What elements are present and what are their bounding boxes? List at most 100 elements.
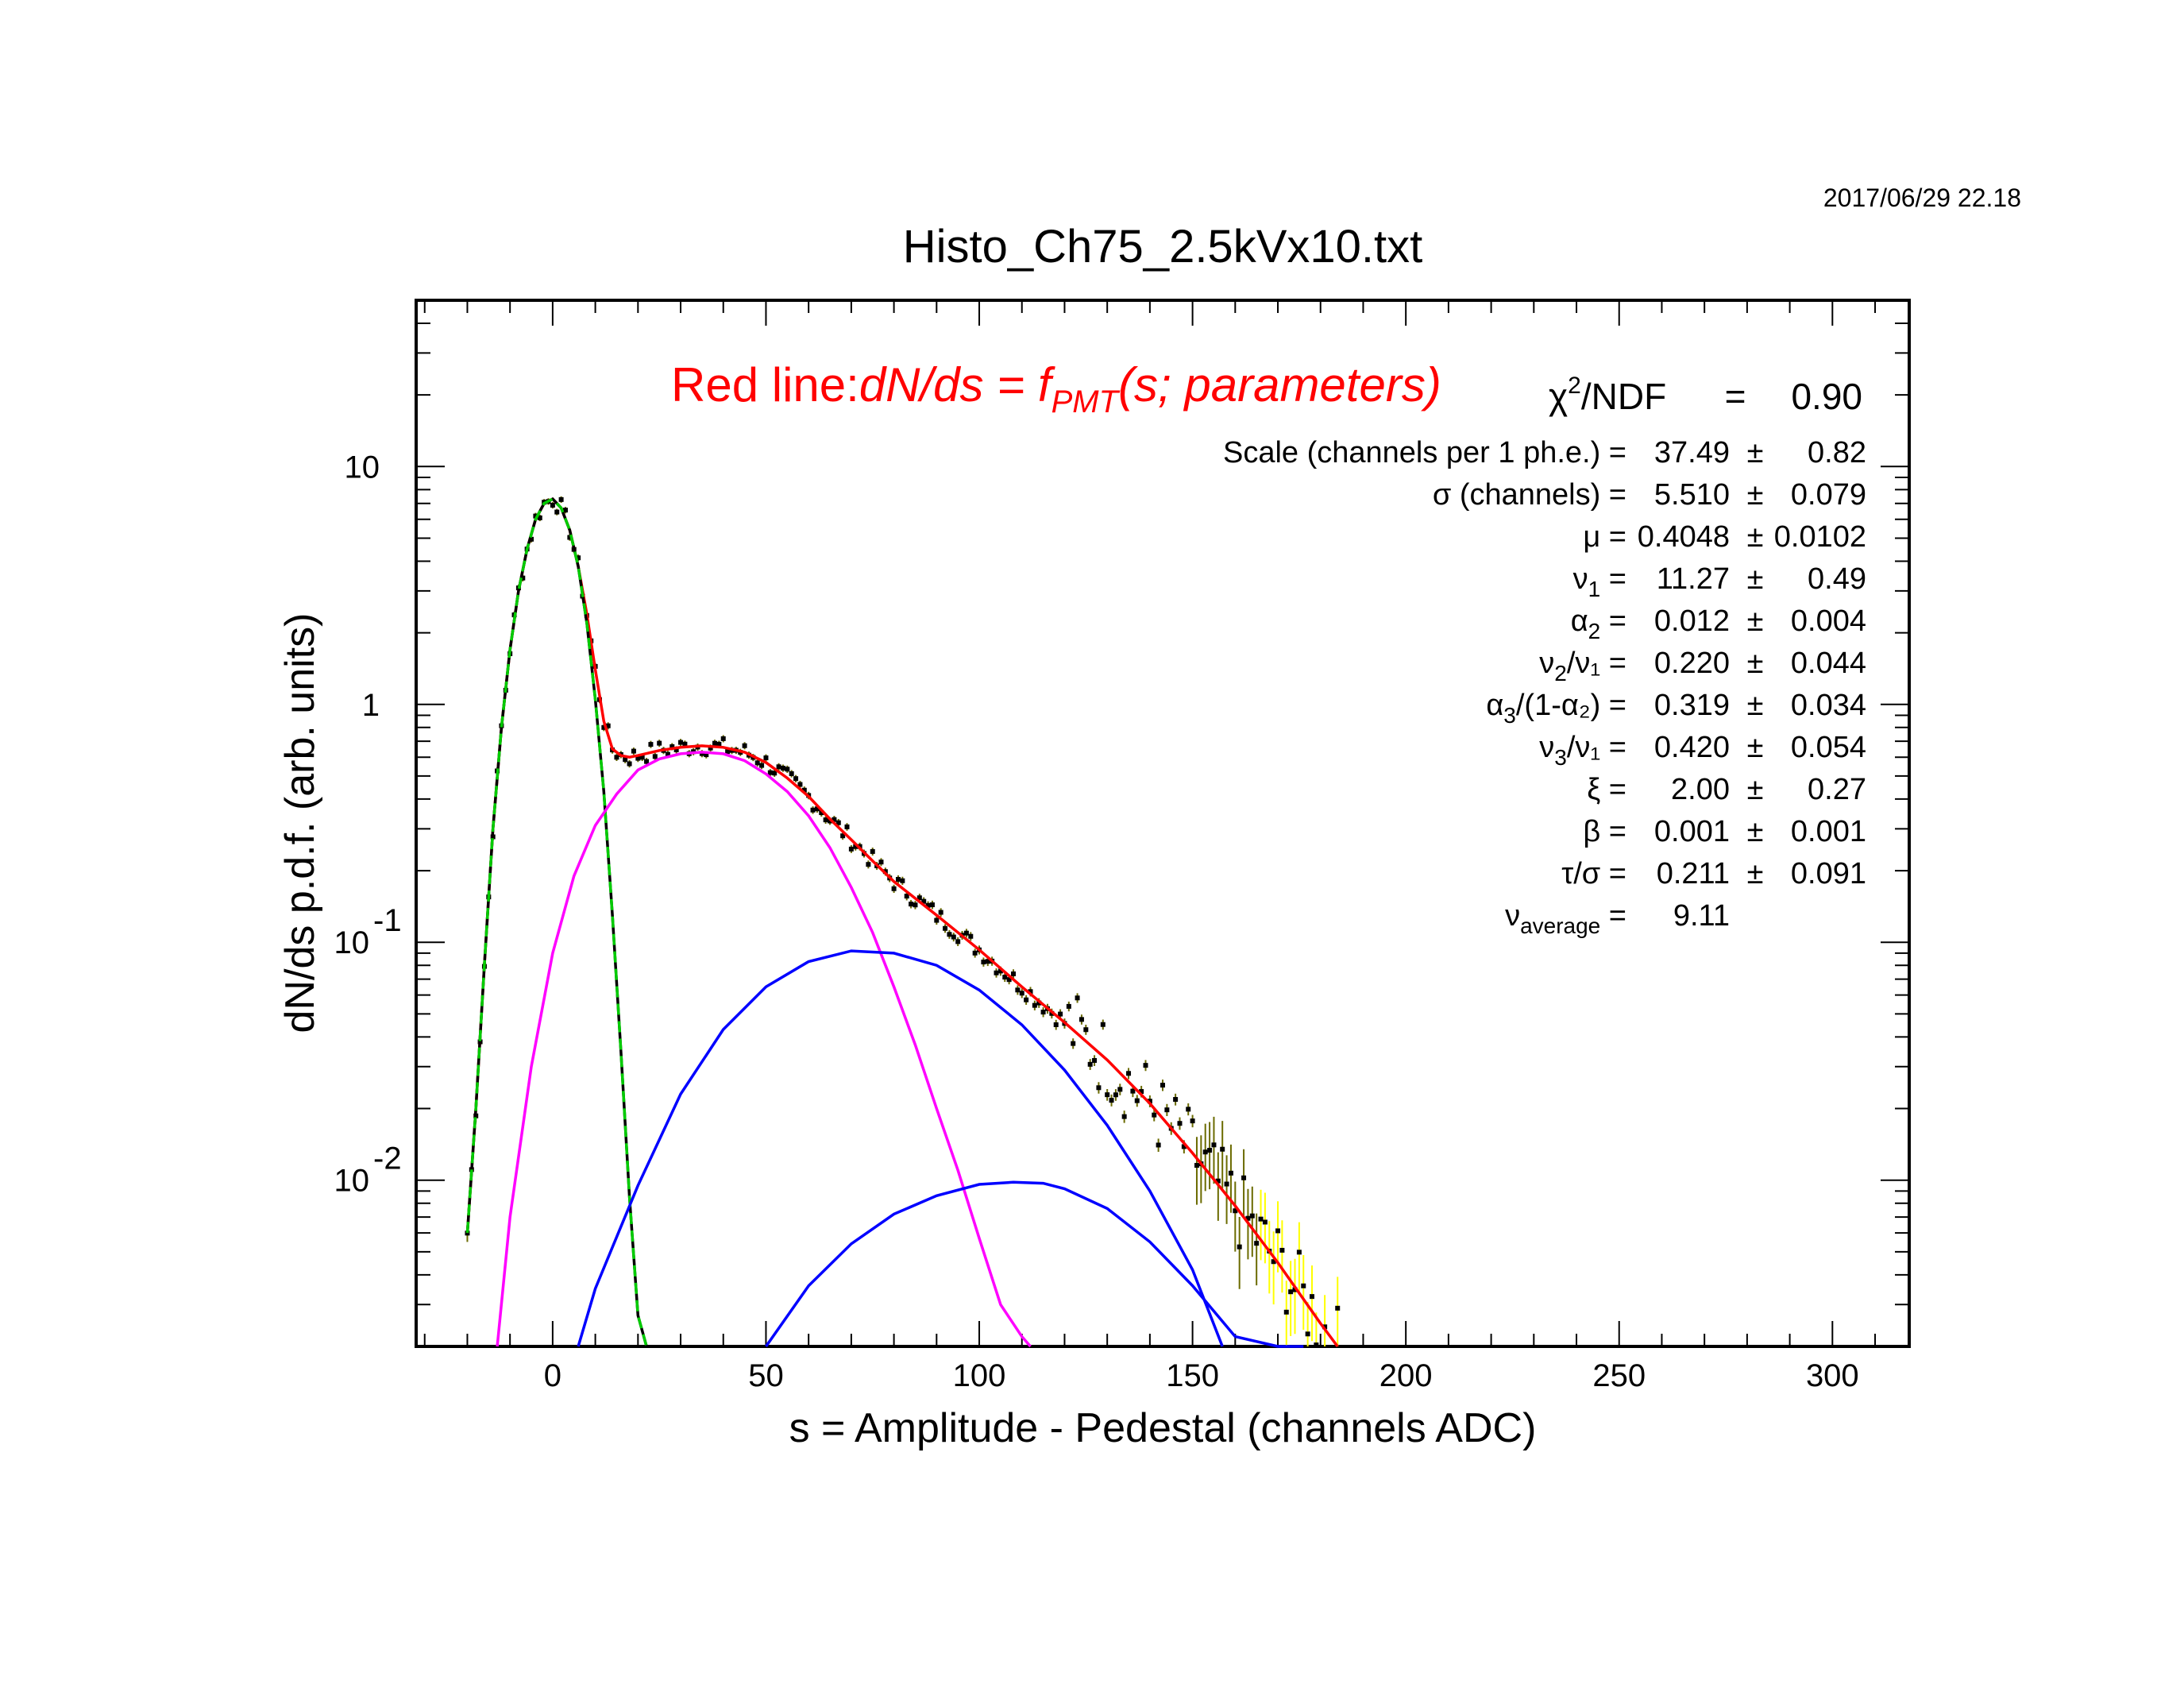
x-tick-label: 100 — [953, 1358, 1006, 1393]
param-pm: ± — [1747, 562, 1764, 596]
data-point — [1211, 1142, 1217, 1148]
data-point — [708, 745, 713, 751]
chi2-exp: 2 — [1568, 373, 1581, 399]
chi2-symbol: χ — [1549, 376, 1568, 417]
data-point — [712, 740, 717, 746]
data-point — [1058, 1011, 1063, 1017]
data-point — [1036, 1000, 1042, 1006]
data-point — [1139, 1089, 1144, 1095]
data-point — [1279, 1247, 1285, 1253]
data-point — [1156, 1142, 1161, 1148]
formula-subscript: PMT — [1051, 384, 1121, 419]
fit-parameters: Scale (channels per 1 ph.e.) = 37.49 ±0.82… — [1223, 436, 1866, 938]
data-point — [652, 754, 658, 759]
data-point — [1075, 995, 1080, 1001]
param-name: νaverage = — [1505, 899, 1626, 938]
y-tick-label: 10 — [345, 450, 380, 485]
data-point — [1024, 997, 1029, 1002]
data-point — [554, 509, 560, 515]
data-point — [1040, 1010, 1046, 1015]
y-tick-label: 10 — [334, 1164, 370, 1199]
data-point — [601, 724, 607, 730]
data-point — [848, 846, 854, 852]
x-tick-label: 250 — [1592, 1358, 1646, 1393]
param-value: 0.012 — [1654, 605, 1730, 638]
param-name-sub: average — [1520, 914, 1600, 938]
fit-curve — [496, 751, 1032, 1348]
data-point — [1152, 1112, 1157, 1118]
chi2-label: χ2/NDF — [1549, 373, 1666, 417]
param-value: 0.420 — [1654, 731, 1730, 764]
data-points — [465, 496, 1341, 1348]
data-point — [1228, 1170, 1233, 1176]
data-point — [648, 742, 654, 747]
data-point — [1322, 1324, 1328, 1330]
data-point — [951, 934, 956, 940]
param-pm: ± — [1747, 815, 1764, 848]
data-point — [947, 932, 952, 937]
data-point — [1028, 989, 1033, 995]
data-point — [1258, 1216, 1264, 1222]
data-point — [943, 925, 948, 931]
data-point — [1314, 1342, 1319, 1348]
param-name-main: ν — [1573, 562, 1588, 596]
data-point — [1181, 1144, 1187, 1149]
data-point — [1237, 1244, 1242, 1250]
fit-curve — [465, 497, 648, 1347]
param-pm: ± — [1747, 773, 1764, 806]
data-point — [1283, 1309, 1289, 1315]
data-point — [1292, 1287, 1298, 1292]
param-value: 2.00 — [1671, 773, 1730, 806]
y-tick-exponent: -1 — [373, 903, 402, 938]
data-point — [720, 736, 726, 741]
data-point — [639, 755, 645, 760]
param-name-tail: /ν₁ = — [1567, 731, 1626, 764]
data-point — [614, 755, 619, 760]
data-point — [1053, 1022, 1059, 1028]
data-point — [878, 859, 884, 865]
data-point — [623, 757, 628, 763]
data-point — [533, 513, 538, 519]
param-value: 37.49 — [1654, 436, 1730, 469]
data-point — [631, 748, 636, 754]
data-point — [934, 917, 940, 923]
data-point — [844, 824, 850, 829]
data-point — [1066, 1003, 1071, 1009]
data-point — [1224, 1181, 1229, 1187]
chart-title: Histo_Ch75_2.5kVx10.txt — [903, 221, 1422, 272]
param-value: 0.319 — [1654, 689, 1730, 722]
param-name-main: ν — [1539, 647, 1554, 680]
param-name-tail: /(1-α₂) = — [1516, 689, 1626, 722]
param-value: 0.220 — [1654, 647, 1730, 680]
param-pm: ± — [1747, 520, 1764, 554]
param-pm: ± — [1747, 605, 1764, 638]
data-point — [754, 760, 760, 766]
param-value: 0.4048 — [1638, 520, 1730, 554]
data-point — [797, 782, 803, 787]
data-point — [900, 878, 905, 883]
param-value: 0.001 — [1654, 815, 1730, 848]
data-point — [1147, 1099, 1152, 1104]
data-point — [1096, 1085, 1102, 1091]
param-name: ν1 = — [1573, 562, 1626, 601]
data-point — [985, 959, 990, 964]
data-point — [1275, 1228, 1281, 1234]
param-name: ν3/ν₁ = — [1539, 731, 1626, 770]
param-name-main: Scale (channels per 1 ph.e.) — [1223, 436, 1600, 469]
fit-curve-dash-base — [465, 497, 648, 1347]
param-name-main: ξ — [1587, 773, 1600, 806]
param-value: 0.211 — [1657, 857, 1730, 890]
param-error: 0.004 — [1791, 605, 1866, 638]
data-point — [742, 743, 747, 748]
data-point — [1254, 1241, 1260, 1246]
data-point — [1011, 971, 1016, 976]
param-error: 0.82 — [1808, 436, 1866, 469]
x-axis-label: s = Amplitude - Pedestal (channels ADC) — [789, 1405, 1537, 1451]
data-point — [605, 723, 611, 728]
data-point — [1078, 1017, 1084, 1022]
data-point — [669, 744, 675, 749]
timestamp: 2017/06/29 22.18 — [1823, 183, 2021, 212]
param-name-tail: = — [1600, 815, 1626, 848]
data-point — [819, 810, 824, 816]
param-pm: ± — [1747, 857, 1764, 890]
